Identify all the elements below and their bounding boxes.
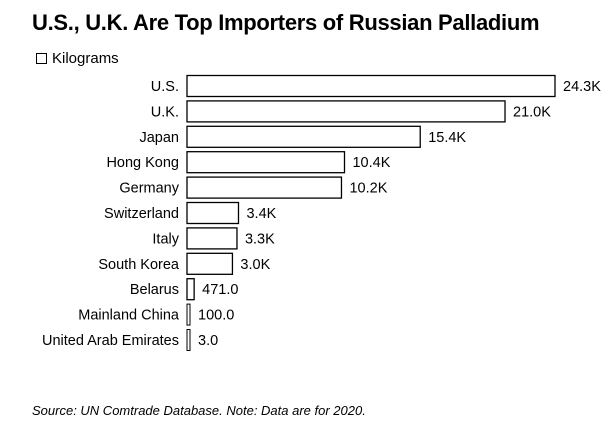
value-label-u-k: 21.0K: [513, 104, 551, 120]
value-label-south-korea: 3.0K: [240, 257, 270, 273]
value-label-hong-kong: 10.4K: [352, 155, 390, 171]
value-label-belarus: 471.0: [202, 282, 238, 298]
category-label-hong-kong: Hong Kong: [106, 155, 179, 171]
value-label-mainland-china: 100.0: [198, 308, 234, 324]
bar-belarus: [186, 278, 195, 301]
value-label-germany: 10.2K: [349, 181, 387, 197]
category-label-united-arab-emirates: United Arab Emirates: [42, 333, 179, 349]
value-label-u-s: 24.3K: [563, 79, 601, 95]
category-label-u-s: U.S.: [151, 79, 179, 95]
bar-japan: [186, 125, 421, 148]
bar-switzerland: [186, 201, 240, 225]
bar-mainland-china: [186, 303, 191, 326]
category-label-italy: Italy: [152, 231, 179, 247]
category-label-japan: Japan: [139, 130, 179, 146]
legend-swatch: [36, 53, 47, 64]
source-note: Source: UN Comtrade Database. Note: Data…: [32, 403, 366, 418]
category-label-germany: Germany: [119, 181, 179, 197]
bar-u-s: [186, 74, 556, 98]
value-label-united-arab-emirates: 3.0: [198, 333, 218, 349]
bar-hong-kong: [186, 151, 346, 174]
category-label-mainland-china: Mainland China: [78, 308, 180, 324]
bar-united-arab-emirates: [186, 329, 191, 351]
category-label-belarus: Belarus: [130, 282, 179, 298]
category-label-switzerland: Switzerland: [104, 206, 179, 222]
bar-south-korea: [186, 252, 234, 275]
value-label-italy: 3.3K: [245, 231, 275, 247]
legend-label: Kilograms: [52, 50, 119, 67]
value-label-switzerland: 3.4K: [246, 206, 276, 222]
bar-germany: [186, 176, 343, 199]
chart-title: U.S., U.K. Are Top Importers of Russian …: [32, 10, 540, 35]
category-label-u-k: U.K.: [151, 104, 179, 120]
bar-italy: [186, 227, 238, 250]
bar-u-k: [186, 100, 506, 123]
category-label-south-korea: South Korea: [98, 257, 180, 273]
legend: Kilograms: [36, 50, 119, 67]
value-label-japan: 15.4K: [428, 130, 466, 146]
